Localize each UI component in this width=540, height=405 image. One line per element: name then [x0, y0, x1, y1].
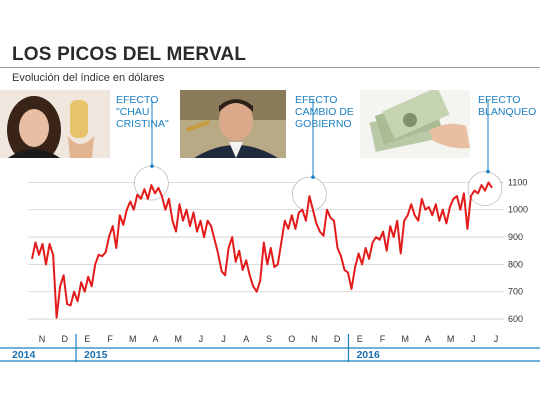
- chart-title: LOS PICOS DEL MERVAL: [12, 44, 247, 65]
- macri-photo: [180, 90, 286, 158]
- annotation-pointer-dot: [486, 169, 490, 174]
- annotation-pointer-dot: [311, 175, 315, 179]
- dollars-photo-art: [360, 90, 470, 158]
- annotation-blanqueo: EFECTO BLANQUEO: [478, 94, 536, 118]
- x-axis: N D E F M A M J J A S O N D E F M A M J J 2014 2015 2016: [0, 334, 540, 362]
- x-month-label: M: [129, 334, 137, 344]
- title-divider: [0, 67, 540, 68]
- x-month-label: M: [447, 334, 455, 344]
- annotation-line: GOBIERNO: [295, 118, 352, 130]
- x-month-label: M: [174, 334, 182, 344]
- year-label: 2016: [356, 349, 380, 361]
- annotation-line: CAMBIO DE: [295, 106, 354, 118]
- x-month-label: A: [425, 334, 431, 344]
- x-month-label: M: [401, 334, 409, 344]
- x-month-label: S: [266, 334, 272, 344]
- y-axis: 600 700 800 900 1000 1100: [508, 177, 528, 324]
- merval-series-line: [31, 181, 493, 319]
- annotation-line: EFECTO: [116, 94, 159, 106]
- x-month-label: A: [243, 334, 249, 344]
- cristina-photo: [0, 90, 110, 158]
- year-label: 2015: [84, 349, 108, 361]
- x-month-label: E: [84, 334, 90, 344]
- chart-subtitle: Evolución del índice en dólares: [12, 72, 165, 84]
- annotation-line: BLANQUEO: [478, 106, 537, 118]
- peak-highlight-circle: [292, 176, 327, 212]
- x-month-label: F: [107, 334, 113, 344]
- peak-highlight-circle: [133, 165, 169, 201]
- x-month-label: E: [357, 334, 363, 344]
- x-month-label: J: [494, 334, 499, 344]
- annotation-line: "CHAU: [116, 106, 150, 118]
- x-month-label: F: [380, 334, 386, 344]
- x-month-label: D: [61, 334, 68, 344]
- y-tick-label: 700: [508, 287, 523, 297]
- y-tick-label: 600: [508, 314, 523, 324]
- x-month-label: N: [39, 334, 46, 344]
- annotation-line: CRISTINA": [116, 118, 169, 130]
- annotation-cambio-gobierno: EFECTO CAMBIO DE GOBIERNO: [295, 94, 354, 130]
- y-tick-label: 900: [508, 232, 523, 242]
- series-layer: [31, 181, 493, 319]
- annotation-chau-cristina: EFECTO "CHAU CRISTINA": [116, 94, 169, 130]
- cristina-photo-art: [0, 90, 110, 158]
- dollars-photo: [360, 90, 470, 158]
- x-month-label: J: [221, 334, 226, 344]
- x-month-label: O: [288, 334, 295, 344]
- y-tick-label: 800: [508, 259, 523, 269]
- x-month-label: J: [471, 334, 476, 344]
- x-month-label: D: [334, 334, 341, 344]
- annotation-line: EFECTO: [478, 94, 521, 106]
- macri-photo-art: [180, 90, 286, 158]
- y-tick-label: 1000: [508, 205, 528, 215]
- x-month-label: N: [311, 334, 318, 344]
- x-month-label: A: [152, 334, 158, 344]
- year-label: 2014: [12, 349, 36, 361]
- annotation-pointers: [133, 100, 503, 212]
- x-month-label: J: [199, 334, 204, 344]
- y-tick-label: 1100: [508, 177, 527, 187]
- annotation-pointer-dot: [150, 164, 154, 168]
- annotation-line: EFECTO: [295, 94, 338, 106]
